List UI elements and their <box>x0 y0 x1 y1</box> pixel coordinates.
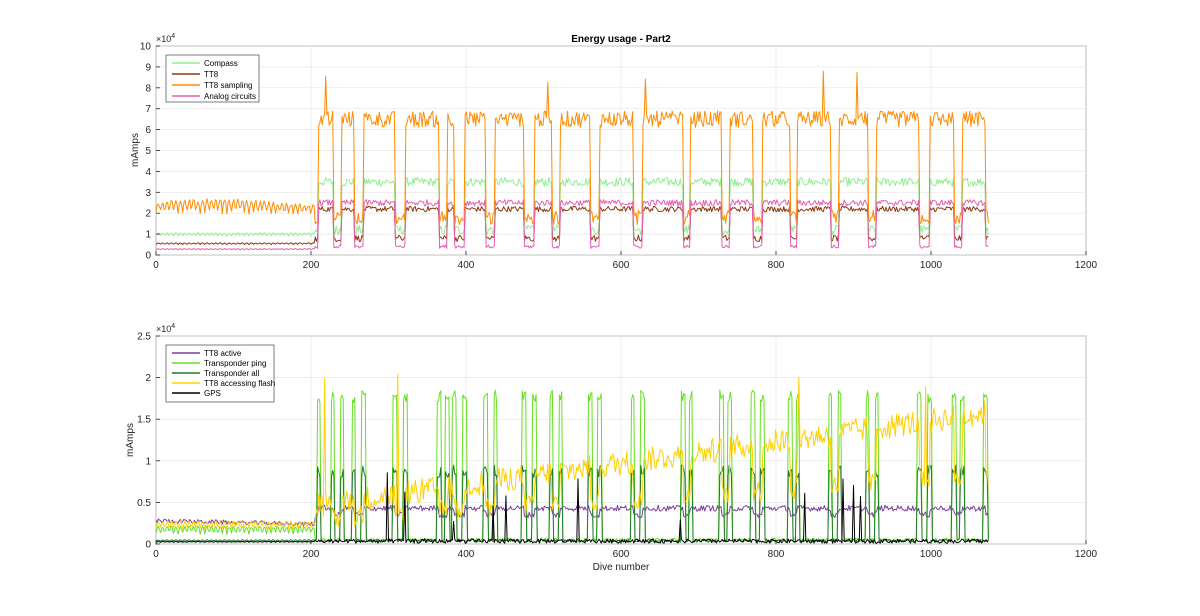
bottom-panel: 0 200 400 600 800 1000 1200 00.511.522.5 ×104 … <box>125 323 1098 573</box>
series-line-gps <box>155 472 989 544</box>
series-line-analog-circuits <box>155 199 989 251</box>
y-tick-label: 2 <box>145 209 151 220</box>
x-tick-label: 400 <box>458 549 475 560</box>
y-tick-label: 1 <box>145 230 151 241</box>
x-tick-label: 800 <box>768 549 785 560</box>
bottom-y-exponent: ×104 <box>156 323 175 334</box>
y-tick-label: 9 <box>145 62 151 73</box>
y-tick-label: 8 <box>145 83 151 94</box>
legend-label-tt8-sampling: TT8 sampling <box>204 81 252 90</box>
x-tick-label: 200 <box>303 549 320 560</box>
bottom-x-axis-label: Dive number <box>593 562 650 573</box>
bottom-y-exponent-power: 4 <box>171 323 175 330</box>
x-tick-label: 0 <box>153 549 159 560</box>
y-tick-label: 3 <box>145 188 151 199</box>
legend-label-tt8: TT8 <box>204 70 219 79</box>
legend-label-transponder-ping: Transponder ping <box>204 359 266 368</box>
top-x-ticks: 0 200 400 600 800 1000 1200 <box>153 251 1098 271</box>
series-line-tt8 <box>155 205 989 246</box>
top-panel: 0 200 400 600 800 1000 1200 0 1 2 3 4 5 6 7 8 9 10 Energ… <box>130 33 1098 271</box>
y-tick-label: 0 <box>145 540 151 551</box>
top-y-exponent-power: 4 <box>171 33 175 40</box>
x-tick-label: 400 <box>458 260 475 271</box>
bottom-y-ticks: 0 0.5 1 1.5 2 2.5 <box>137 332 160 551</box>
series-line-tt8-sampling <box>155 70 989 226</box>
x-tick-label: 1200 <box>1075 549 1098 560</box>
x-tick-label: 600 <box>613 549 630 560</box>
legend-label-tt8-accessing-flash: TT8 accessing flash <box>204 379 275 388</box>
series-line-tt8-active <box>155 504 989 527</box>
x-tick-label: 200 <box>303 260 320 271</box>
bottom-legend: TT8 active Transponder ping Transponder … <box>165 344 275 403</box>
x-tick-label: 0 <box>153 260 159 271</box>
bottom-y-exponent-base: ×10 <box>156 324 171 334</box>
y-tick-label: 1 <box>145 456 151 467</box>
bottom-series-lines <box>155 373 989 544</box>
legend-label-tt8-active: TT8 active <box>204 349 242 358</box>
series-line-compass <box>155 177 989 237</box>
x-tick-label: 1000 <box>920 549 943 560</box>
x-tick-label: 600 <box>613 260 630 271</box>
top-legend: Compass TT8 TT8 sampling Analog circuits <box>165 54 260 103</box>
x-tick-label: 800 <box>768 260 785 271</box>
top-series-lines <box>155 70 989 251</box>
y-tick-label: 4 <box>145 167 151 178</box>
y-tick-label: 5 <box>145 146 151 157</box>
top-title: Energy usage - Part2 <box>571 34 671 45</box>
y-tick-label: 2 <box>145 373 151 384</box>
y-tick-label: 0 <box>145 251 151 262</box>
bottom-y-axis-label: mAmps <box>125 423 136 457</box>
x-tick-label: 1200 <box>1075 260 1098 271</box>
y-tick-label: 6 <box>145 125 151 136</box>
legend-label-compass: Compass <box>204 59 238 68</box>
legend-label-gps: GPS <box>204 389 221 398</box>
top-y-ticks: 0 1 2 3 4 5 6 7 8 9 10 <box>140 42 160 262</box>
series-line-transponder-all <box>155 464 989 543</box>
top-y-axis-label: mAmps <box>130 133 141 167</box>
y-tick-label: 0.5 <box>137 498 151 509</box>
top-y-exponent-base: ×10 <box>156 34 171 44</box>
x-tick-label: 1000 <box>920 260 943 271</box>
top-y-exponent: ×104 <box>156 33 175 44</box>
y-tick-label: 2.5 <box>137 332 151 343</box>
series-line-tt8-accessing-flash <box>155 373 989 531</box>
legend-label-transponder-all: Transponder all <box>204 369 260 378</box>
y-tick-label: 1.5 <box>137 415 151 426</box>
bottom-x-ticks: 0 200 400 600 800 1000 1200 <box>153 540 1098 560</box>
legend-label-analog-circuits: Analog circuits <box>204 92 256 101</box>
y-tick-label: 10 <box>140 42 152 53</box>
y-tick-label: 7 <box>145 104 151 115</box>
